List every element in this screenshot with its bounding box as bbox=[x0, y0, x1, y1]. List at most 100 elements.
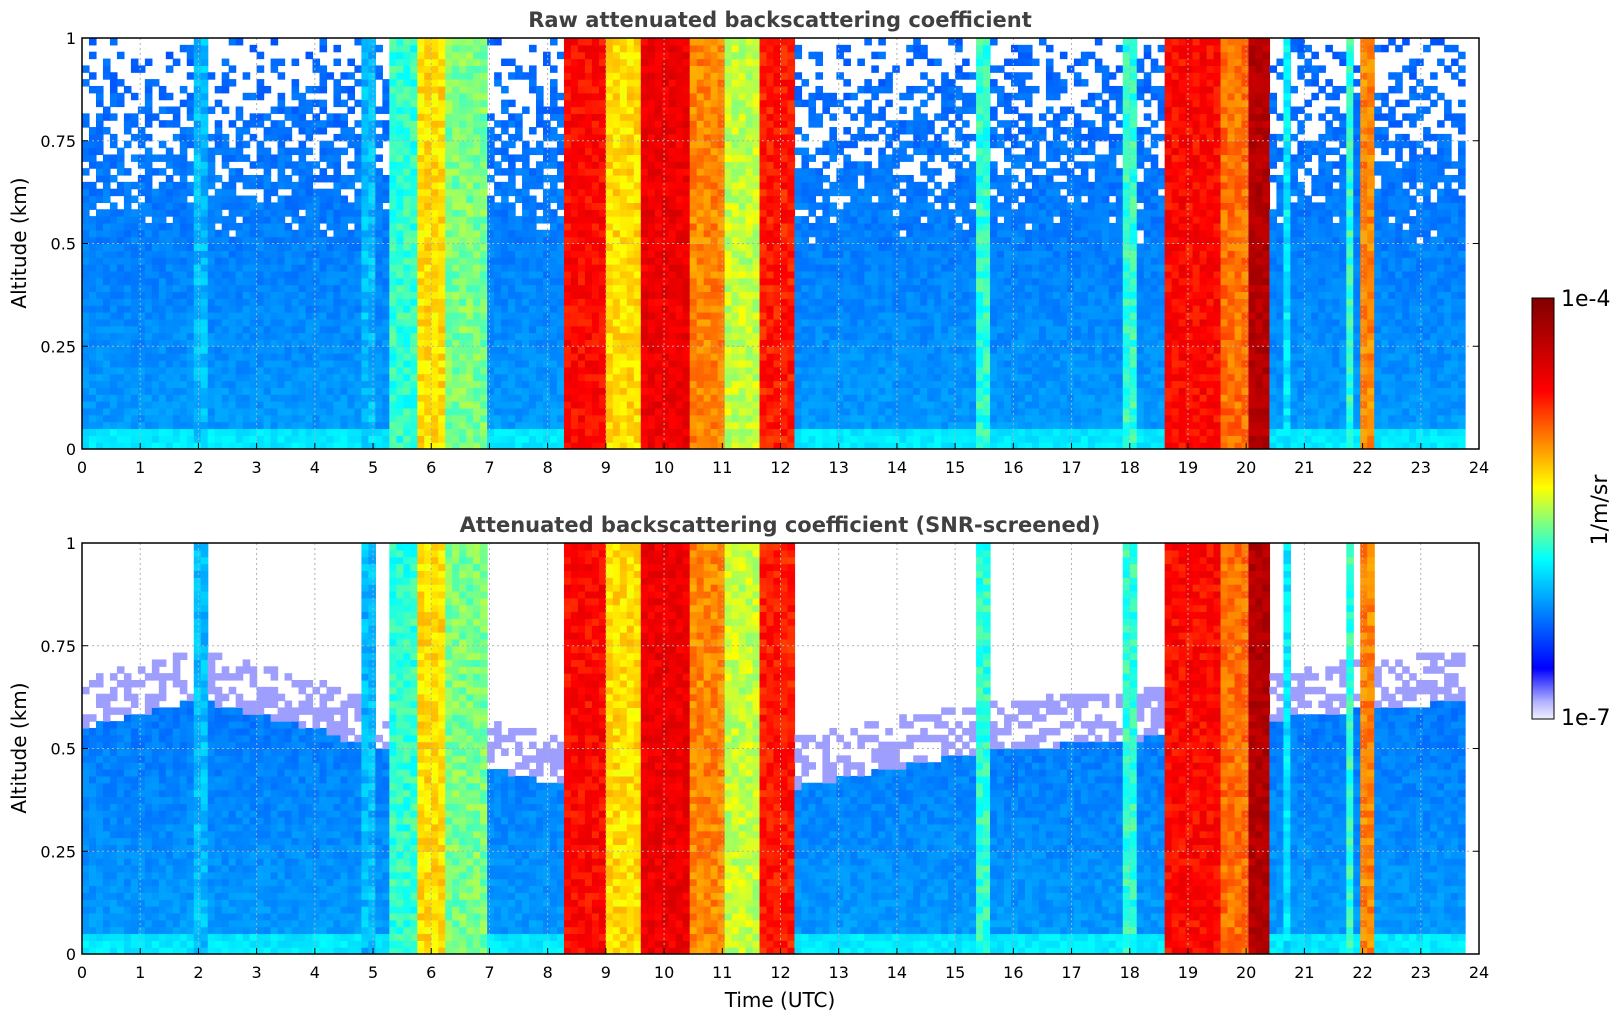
heatmap-cell bbox=[584, 394, 593, 402]
heatmap-cell bbox=[151, 325, 160, 334]
heatmap-cell bbox=[522, 181, 530, 190]
heatmap-cell bbox=[396, 140, 404, 149]
heatmap-cell bbox=[361, 353, 369, 361]
heatmap-cell bbox=[675, 181, 684, 190]
heatmap-cell bbox=[228, 79, 237, 87]
heatmap-cell bbox=[529, 414, 537, 423]
heatmap-cell bbox=[452, 373, 460, 382]
heatmap-cell bbox=[116, 209, 125, 217]
heatmap-cell bbox=[333, 120, 342, 128]
heatmap-cell bbox=[508, 257, 516, 265]
heatmap-cell bbox=[466, 277, 474, 286]
heatmap-cell bbox=[207, 353, 216, 361]
heatmap-cell bbox=[570, 318, 579, 327]
heatmap-cell bbox=[682, 353, 691, 361]
heatmap-cell bbox=[577, 79, 586, 87]
heatmap-cell bbox=[179, 435, 188, 443]
heatmap-cell bbox=[130, 92, 139, 101]
heatmap-cell bbox=[424, 92, 432, 101]
heatmap-cell bbox=[256, 113, 265, 121]
heatmap-cell bbox=[668, 325, 677, 334]
heatmap-cell bbox=[82, 113, 90, 121]
heatmap-cell bbox=[284, 291, 293, 299]
heatmap-cell bbox=[242, 414, 251, 423]
heatmap-cell bbox=[431, 414, 439, 423]
heatmap-cell bbox=[724, 291, 733, 299]
heatmap-cell bbox=[473, 147, 481, 156]
heatmap-cell bbox=[123, 222, 132, 231]
heatmap-cell bbox=[654, 168, 663, 176]
heatmap-cell bbox=[480, 291, 488, 299]
heatmap-cell bbox=[403, 346, 411, 354]
heatmap-cell bbox=[326, 202, 335, 210]
heatmap-cell bbox=[270, 202, 279, 210]
heatmap-cell bbox=[508, 229, 516, 238]
heatmap-cell bbox=[340, 380, 349, 388]
heatmap-cell bbox=[403, 325, 411, 334]
heatmap-cell bbox=[529, 407, 537, 416]
heatmap-cell bbox=[368, 236, 376, 245]
heatmap-cell bbox=[305, 195, 314, 203]
heatmap-cell bbox=[179, 318, 188, 327]
heatmap-cell bbox=[619, 394, 628, 402]
heatmap-cell bbox=[591, 195, 600, 203]
heatmap-cell bbox=[619, 229, 628, 238]
heatmap-cell bbox=[82, 312, 90, 320]
heatmap-cell bbox=[570, 332, 579, 340]
heatmap-cell bbox=[88, 195, 97, 203]
heatmap-cell bbox=[277, 421, 286, 430]
heatmap-cell bbox=[689, 181, 698, 190]
heatmap-cell bbox=[375, 236, 383, 245]
heatmap-cell bbox=[228, 366, 237, 375]
heatmap-cell bbox=[165, 414, 174, 423]
heatmap-cell bbox=[130, 257, 139, 265]
heatmap-cell bbox=[82, 291, 90, 299]
heatmap-cell bbox=[88, 291, 97, 299]
heatmap-cell bbox=[431, 79, 439, 87]
heatmap-cell bbox=[473, 298, 481, 306]
heatmap-cell bbox=[389, 332, 397, 340]
heatmap-cell bbox=[396, 92, 404, 101]
heatmap-cell bbox=[647, 318, 656, 327]
heatmap-cell bbox=[731, 346, 740, 354]
heatmap-cell bbox=[389, 195, 397, 203]
heatmap-cell bbox=[284, 407, 293, 416]
heatmap-cell bbox=[368, 72, 376, 80]
heatmap-cell bbox=[536, 106, 544, 114]
heatmap-cell bbox=[577, 127, 586, 135]
heatmap-cell bbox=[724, 428, 733, 436]
heatmap-cell bbox=[158, 435, 167, 443]
heatmap-cell bbox=[473, 421, 481, 430]
heatmap-cell bbox=[417, 229, 425, 238]
heatmap-cell bbox=[543, 318, 551, 327]
heatmap-cell bbox=[144, 161, 153, 169]
heatmap-cell bbox=[431, 277, 439, 286]
heatmap-cell bbox=[452, 270, 460, 279]
heatmap-cell bbox=[410, 72, 418, 80]
heatmap-cell bbox=[396, 181, 404, 190]
heatmap-cell bbox=[682, 38, 691, 46]
heatmap-cell bbox=[109, 154, 118, 162]
heatmap-cell bbox=[249, 270, 258, 279]
heatmap-cell bbox=[556, 421, 565, 430]
heatmap-cell bbox=[151, 113, 160, 121]
heatmap-cell bbox=[563, 222, 572, 231]
heatmap-cell bbox=[640, 127, 649, 135]
heatmap-cell bbox=[410, 120, 418, 128]
heatmap-cell bbox=[340, 407, 349, 416]
heatmap-cell bbox=[501, 181, 509, 190]
heatmap-cell bbox=[515, 394, 523, 402]
heatmap-cell bbox=[298, 291, 307, 299]
heatmap-cell bbox=[598, 346, 607, 354]
heatmap-cell bbox=[228, 442, 237, 449]
heatmap-cell bbox=[619, 127, 628, 135]
heatmap-cell bbox=[396, 44, 404, 53]
heatmap-cell bbox=[200, 305, 209, 313]
heatmap-cell bbox=[466, 366, 474, 375]
heatmap-cell bbox=[550, 387, 558, 395]
heatmap-cell bbox=[228, 325, 237, 334]
heatmap-cell bbox=[543, 154, 551, 162]
heatmap-cell bbox=[696, 380, 705, 388]
heatmap-cell bbox=[305, 407, 314, 416]
heatmap-cell bbox=[550, 407, 558, 416]
